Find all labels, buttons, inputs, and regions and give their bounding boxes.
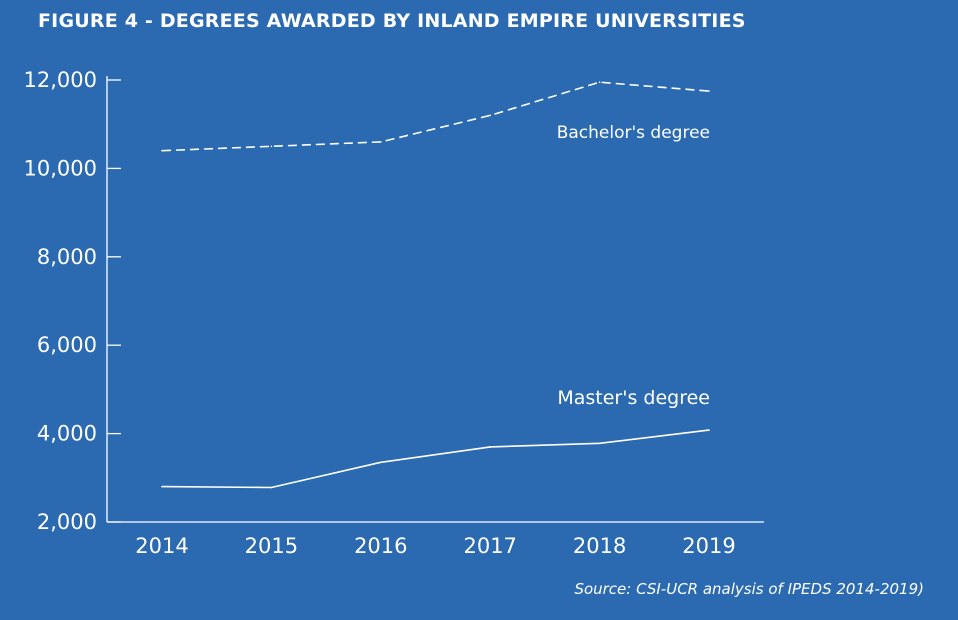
series-label: Bachelor's degree xyxy=(557,123,710,143)
data-point xyxy=(380,461,382,464)
y-axis-ticks: 2,000 4,000 6,000 8,000 10,000 12,000 xyxy=(24,68,121,534)
x-tick-label: 2018 xyxy=(573,534,626,558)
data-point xyxy=(598,442,601,445)
series-labels: Bachelor's degree Master's degree xyxy=(557,123,710,409)
chart-axes xyxy=(106,76,764,523)
series-line-masters xyxy=(161,429,710,489)
x-tick-label: 2019 xyxy=(682,534,735,558)
y-tick-label: 2,000 xyxy=(37,510,97,534)
x-tick-label: 2016 xyxy=(354,534,407,558)
y-tick-label: 12,000 xyxy=(24,68,97,92)
data-point xyxy=(161,149,163,152)
data-point xyxy=(380,141,382,143)
data-point xyxy=(489,114,492,117)
data-point xyxy=(489,446,492,448)
data-point xyxy=(270,145,273,148)
x-tick-label: 2014 xyxy=(135,534,188,558)
x-tick-label: 2015 xyxy=(245,534,298,558)
data-point xyxy=(270,486,273,489)
data-point xyxy=(598,81,601,84)
data-point xyxy=(708,429,710,431)
data-point xyxy=(161,485,163,488)
x-axis-ticks: 2014 2015 2016 2017 2018 2019 xyxy=(135,534,735,558)
y-tick-label: 10,000 xyxy=(24,156,97,180)
x-tick-label: 2017 xyxy=(463,534,516,558)
y-tick-label: 8,000 xyxy=(37,245,97,269)
series-lines xyxy=(161,81,710,489)
source-note: Source: CSI-UCR analysis of IPEDS 2014-2… xyxy=(574,580,924,598)
chart-title: FIGURE 4 - DEGREES AWARDED BY INLAND EMP… xyxy=(38,10,746,32)
series-label: Master's degree xyxy=(557,387,710,409)
y-tick-label: 4,000 xyxy=(37,422,97,446)
series-line-bachelors xyxy=(161,81,710,152)
data-point xyxy=(708,90,710,92)
y-tick-label: 6,000 xyxy=(37,333,97,357)
